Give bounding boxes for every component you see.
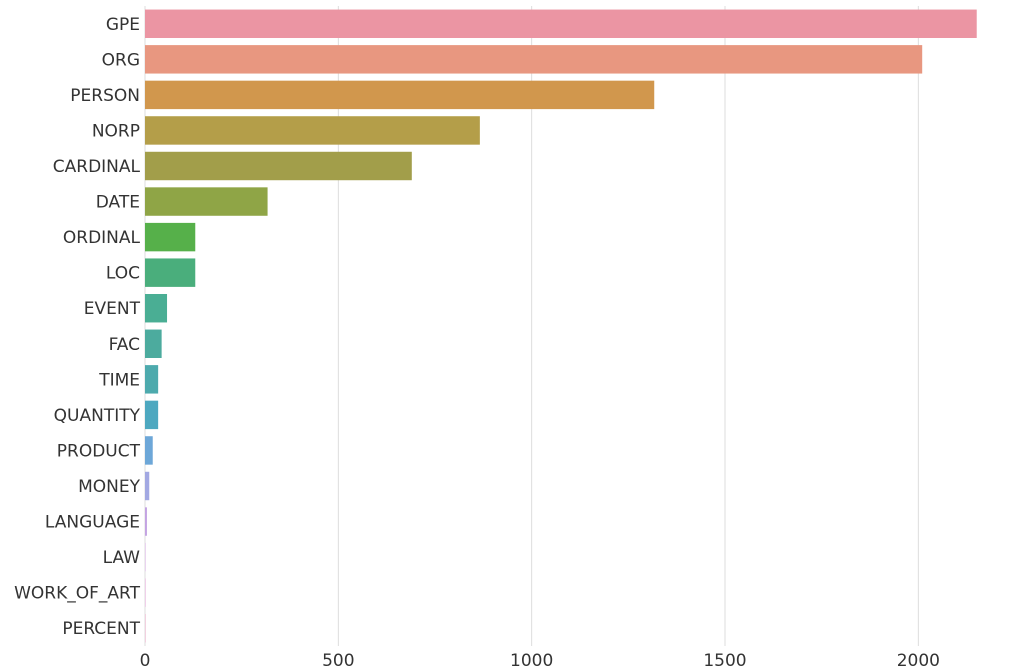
y-tick-label: ORG — [102, 50, 140, 70]
bar-event — [145, 294, 168, 323]
bar-quantity — [145, 400, 159, 430]
x-tick-label: 0 — [140, 651, 151, 671]
bar-fac — [145, 329, 162, 358]
y-tick-label: PERSON — [70, 86, 140, 106]
bar-org — [145, 45, 923, 74]
y-tick-label: LAW — [103, 548, 141, 568]
y-tick-label: MONEY — [78, 477, 141, 497]
bar-language — [145, 507, 147, 536]
grid — [144, 6, 919, 646]
y-tick-label: PERCENT — [62, 619, 140, 639]
y-tick-label: QUANTITY — [54, 406, 141, 426]
y-tick-label: EVENT — [84, 299, 141, 319]
bar-ordinal — [145, 222, 196, 252]
y-tick-label: PRODUCT — [57, 441, 141, 461]
bar-loc — [145, 258, 196, 287]
y-tick-label: NORP — [92, 121, 140, 141]
y-tick-label: DATE — [96, 193, 140, 213]
x-tick-label: 1000 — [510, 651, 553, 671]
bar-time — [145, 365, 159, 394]
bars — [145, 9, 977, 643]
y-axis-labels: GPE ORG PERSON NORP CARDINAL DATE ORDINAL LOC EV… — [14, 15, 141, 639]
y-tick-label: TIME — [98, 370, 140, 390]
bar-product — [145, 436, 153, 465]
y-tick-label: LOC — [106, 264, 140, 284]
x-tick-label: 1500 — [703, 651, 746, 671]
bar-gpe — [145, 9, 977, 38]
y-tick-label: LANGUAGE — [45, 513, 140, 533]
y-tick-label: GPE — [106, 15, 140, 35]
y-tick-label: WORK_OF_ART — [14, 584, 141, 604]
x-tick-label: 2000 — [897, 651, 940, 671]
bar-money — [145, 471, 150, 501]
y-tick-label: FAC — [109, 335, 140, 355]
bar-date — [145, 187, 268, 216]
y-tick-label: ORDINAL — [63, 228, 141, 248]
bar-person — [145, 80, 655, 110]
x-tick-label: 500 — [322, 651, 354, 671]
bar-norp — [145, 116, 480, 145]
x-axis-labels: 0 500 1000 1500 2000 — [140, 651, 940, 671]
y-tick-label: CARDINAL — [53, 157, 141, 177]
bar-cardinal — [145, 151, 412, 181]
